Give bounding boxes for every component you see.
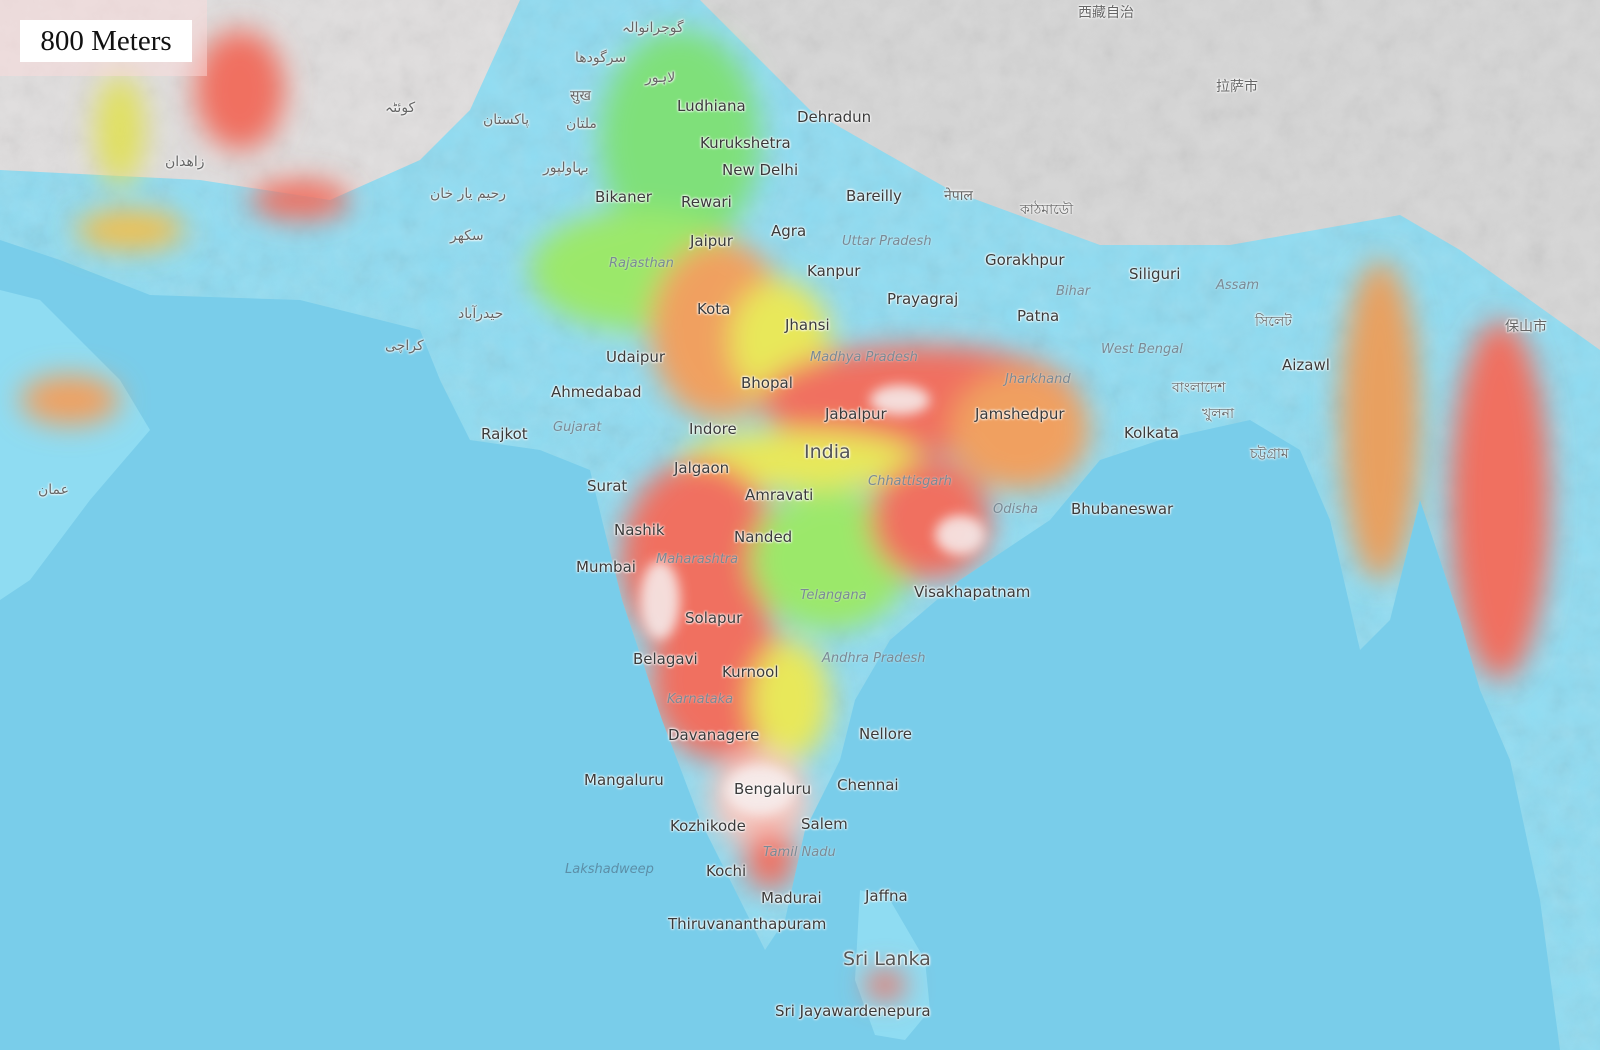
map-label-region: Tamil Nadu: [763, 845, 836, 860]
map-label-foreign: کراچی: [385, 338, 424, 354]
map-label-region: Telangana: [800, 588, 867, 603]
map-label-region: Assam: [1216, 278, 1260, 293]
map-label-citie: Chennai: [837, 776, 899, 794]
map-label-region: Chhattisgarh: [868, 474, 952, 489]
map-label-citie: Jaipur: [690, 232, 733, 250]
map-label-region: Uttar Pradesh: [842, 234, 932, 249]
map-label-citie: Jamshedpur: [975, 405, 1065, 423]
map-label-citie: Jabalpur: [825, 405, 887, 423]
map-label-foreign: سکھر: [450, 228, 484, 244]
map-label-citie: Salem: [801, 815, 848, 833]
map-label-citie: Dehradun: [797, 108, 872, 126]
map-label-citie: Udaipur: [606, 348, 666, 366]
map-label-citie: Surat: [587, 477, 628, 495]
map-label-foreign: 保山市: [1505, 319, 1547, 335]
map-label-citie: Gorakhpur: [985, 251, 1065, 269]
map-label-citie: Bhubaneswar: [1071, 500, 1174, 518]
map-label-citie: Davanagere: [668, 726, 760, 744]
map-label-citie: Agra: [771, 222, 807, 240]
map-label-foreign: 拉萨市: [1216, 79, 1258, 95]
map-label-citie: Patna: [1017, 307, 1060, 325]
map-label-citie: Aizawl: [1282, 356, 1330, 374]
map-label-foreign: رحیم یار خان: [430, 186, 506, 202]
map-label-region: Madhya Pradesh: [810, 350, 918, 365]
map-label-citie: Jhansi: [785, 316, 830, 334]
map-label-foreign: খুলনা: [1202, 406, 1235, 422]
elevation-scale-label: 800 Meters: [20, 20, 192, 62]
map-label-country: India: [804, 441, 851, 463]
map-label-foreign: ملتان: [566, 116, 597, 132]
map-label-citie: Mangaluru: [584, 771, 664, 789]
map-label-citie: Jalgaon: [674, 459, 730, 477]
map-label-citie: Kanpur: [807, 262, 861, 280]
map-label-region: West Bengal: [1101, 342, 1183, 357]
map-label-region: Karnataka: [667, 692, 734, 707]
map-label-region: Odisha: [993, 502, 1039, 517]
map-label-foreign: زاهدان: [165, 154, 205, 170]
map-label-citie: Madurai: [761, 889, 822, 907]
map-label-foreign: কাঠমাডৌ: [1020, 202, 1074, 218]
map-label-citie: New Delhi: [722, 161, 799, 179]
map-label-foreign: سرگودھا: [575, 50, 627, 66]
map-label-citie: Indore: [689, 420, 737, 438]
map-label-citie: Bengaluru: [734, 780, 812, 798]
map-label-citie: Amravati: [745, 486, 814, 504]
map-label-citie: Bareilly: [846, 187, 902, 205]
sri-lanka: [855, 890, 930, 1040]
map-label-region: Bihar: [1056, 284, 1091, 299]
map-label-region: Andhra Pradesh: [822, 651, 926, 666]
map-label-foreign: सुख: [570, 88, 591, 104]
map-label-foreign: চট্টগ্রাম: [1250, 446, 1289, 462]
map-label-region: Gujarat: [553, 420, 602, 435]
map-label-foreign: 西藏自治: [1078, 5, 1134, 21]
map-label-citie: Siliguri: [1129, 265, 1181, 283]
map-label-citie: Bhopal: [741, 374, 793, 392]
map-label-citie: Ahmedabad: [551, 383, 642, 401]
map-label-citie: Ludhiana: [677, 97, 746, 115]
map-label-citie: Rajkot: [481, 425, 528, 443]
map-label-region: Jharkhand: [1005, 372, 1071, 387]
map-label-foreign: عمان: [38, 482, 69, 498]
map-label-citie: Solapur: [685, 609, 743, 627]
map-label-citie: Nellore: [859, 725, 913, 743]
map-label-citie: Thiruvananthapuram: [668, 915, 827, 933]
map-label-foreign: नेपाल: [944, 188, 973, 204]
map-label-citie: Kochi: [706, 862, 747, 880]
map-label-region: Maharashtra: [656, 552, 739, 567]
map-label-region: Rajasthan: [609, 256, 674, 271]
map-label-citie: Kurnool: [722, 663, 779, 681]
map-label-citie: Prayagraj: [887, 290, 959, 308]
map-label-citie: Bikaner: [595, 188, 652, 206]
scale-overlay: 800 Meters: [0, 0, 207, 76]
map-label-foreign: گوجرانوالہ: [622, 20, 684, 36]
map-label-citie: Kurukshetra: [700, 134, 791, 152]
map-label-citie: Kolkata: [1124, 424, 1180, 442]
map-label-country: Sri Lanka: [843, 948, 931, 970]
arabia-coast: [0, 290, 150, 600]
map-label-foreign: حیدرآباد: [458, 306, 504, 322]
map-label-foreign: لاہور: [645, 70, 676, 86]
map-label-foreign: বাংলাদেশ: [1172, 380, 1226, 396]
map-label-foreign: সিলেট: [1255, 314, 1292, 330]
map-label-foreign: پاکستان: [483, 112, 530, 128]
map-label-citie: Kota: [697, 300, 731, 318]
map-label-water: Lakshadweep: [565, 862, 654, 877]
map-label-citie: Visakhapatnam: [914, 583, 1031, 601]
map-label-citie: Nanded: [734, 528, 793, 546]
map-label-citie: Sri Jayawardenepura: [775, 1002, 931, 1020]
map-label-citie: Nashik: [614, 521, 665, 539]
map-label-foreign: کوئٹہ: [385, 100, 416, 116]
map-label-citie: Mumbai: [576, 558, 636, 576]
map-label-citie: Rewari: [681, 193, 732, 211]
map-label-citie: Jaffna: [865, 887, 908, 905]
map-label-citie: Kozhikode: [670, 817, 746, 835]
map-label-citie: Belagavi: [633, 650, 698, 668]
map-label-foreign: بہاولپور: [543, 160, 589, 176]
